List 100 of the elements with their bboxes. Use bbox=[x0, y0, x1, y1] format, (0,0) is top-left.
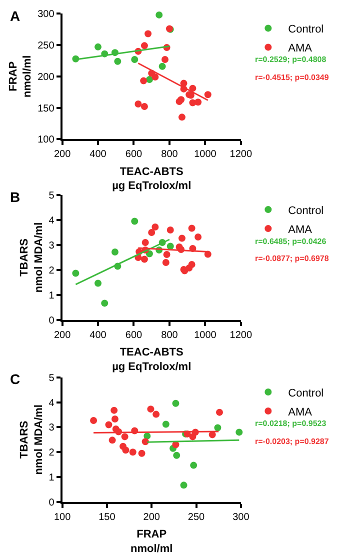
legend-label: Control bbox=[288, 204, 324, 217]
point bbox=[110, 406, 118, 414]
point bbox=[94, 280, 102, 287]
point bbox=[144, 30, 152, 38]
point bbox=[236, 428, 243, 436]
chart-title: C bbox=[10, 371, 20, 387]
x-tick-label: 250 bbox=[188, 512, 206, 523]
point bbox=[188, 260, 196, 268]
point bbox=[216, 408, 223, 416]
point bbox=[162, 420, 170, 428]
point bbox=[134, 100, 142, 108]
point bbox=[111, 248, 118, 256]
legend-label: AMA bbox=[288, 406, 313, 418]
y-axis-title: TBARS nmol MDA/ml bbox=[18, 222, 45, 293]
point bbox=[111, 416, 118, 423]
chart-title: B bbox=[10, 189, 20, 205]
y-tick-label: 3 bbox=[48, 240, 55, 252]
text: r=-0.4515; p=0.0349 bbox=[255, 73, 330, 82]
point bbox=[105, 421, 112, 428]
y-tick-label: 5 bbox=[48, 373, 55, 384]
point bbox=[204, 91, 212, 98]
y-tick-label: 0 bbox=[48, 315, 55, 326]
text: r=0.2529; p=0.4808 bbox=[255, 55, 327, 64]
legend-label: Control bbox=[288, 23, 324, 36]
y-tick-label: 200 bbox=[38, 72, 55, 83]
point bbox=[189, 84, 196, 92]
point bbox=[214, 424, 222, 432]
point bbox=[101, 300, 108, 307]
point bbox=[158, 62, 166, 70]
y-tick-label: 1 bbox=[48, 290, 55, 302]
x-tick-label: 1000 bbox=[194, 330, 217, 341]
x-tick-label: 200 bbox=[143, 512, 160, 523]
x-tick-label: 1200 bbox=[230, 330, 252, 341]
point bbox=[131, 56, 138, 63]
x-tick-label: 800 bbox=[161, 149, 178, 160]
point bbox=[152, 410, 160, 418]
point bbox=[147, 406, 154, 413]
x-tick-label: 800 bbox=[161, 330, 178, 341]
point bbox=[162, 258, 170, 266]
point bbox=[180, 482, 188, 489]
point bbox=[162, 56, 169, 63]
point bbox=[140, 77, 148, 84]
point bbox=[152, 224, 159, 231]
point bbox=[163, 251, 170, 258]
point bbox=[114, 58, 122, 65]
point bbox=[194, 98, 202, 106]
point bbox=[138, 450, 146, 457]
point bbox=[94, 43, 102, 50]
point bbox=[90, 417, 98, 424]
point bbox=[140, 256, 148, 263]
x-tick-label: 400 bbox=[90, 330, 107, 341]
y-tick-label: 100 bbox=[38, 134, 55, 146]
point bbox=[108, 436, 116, 444]
x-tick-label: 1200 bbox=[230, 149, 252, 160]
point bbox=[190, 462, 198, 469]
y-tick-label: 4 bbox=[48, 216, 55, 227]
x-tick-label: 1000 bbox=[194, 149, 217, 160]
y-tick-label: 150 bbox=[38, 103, 55, 114]
y-tick-label: 0 bbox=[48, 497, 55, 508]
point bbox=[131, 218, 138, 225]
x-tick-label: 150 bbox=[98, 512, 116, 523]
legend-label: AMA bbox=[288, 42, 313, 54]
chart-title: A bbox=[10, 8, 20, 24]
x-tick-label: 400 bbox=[90, 149, 107, 160]
legend-label: AMA bbox=[288, 224, 313, 236]
point bbox=[122, 446, 130, 454]
point bbox=[152, 74, 159, 81]
legend-label: Control bbox=[288, 387, 324, 400]
x-axis-title: TEAC-ABTS µg EqTrolox/ml bbox=[112, 346, 192, 373]
point bbox=[142, 438, 149, 446]
point bbox=[178, 234, 186, 242]
text: r=-0.0203; p=0.9287 bbox=[255, 437, 330, 446]
y-tick-label: 2 bbox=[48, 265, 55, 276]
text: r=0.6485; p=0.0426 bbox=[255, 237, 327, 246]
y-tick-label: 250 bbox=[38, 40, 55, 52]
point bbox=[72, 270, 80, 277]
point bbox=[121, 433, 128, 440]
y-axis-title: TBARS nmol MDA/ml bbox=[18, 404, 45, 475]
point bbox=[148, 229, 156, 236]
y-tick-label: 2 bbox=[48, 448, 55, 459]
y-tick-label: 3 bbox=[48, 422, 55, 434]
y-tick-label: 1 bbox=[48, 472, 55, 484]
point bbox=[188, 224, 196, 232]
x-axis-title: TEAC-ABTS µg EqTrolox/ml bbox=[112, 166, 192, 192]
point bbox=[140, 103, 148, 110]
point bbox=[166, 242, 174, 250]
y-tick-label: 5 bbox=[48, 190, 55, 202]
point bbox=[142, 239, 149, 246]
x-axis-title: FRAP nmol/ml bbox=[130, 528, 173, 555]
point bbox=[156, 11, 163, 18]
point bbox=[166, 226, 174, 234]
text: r=0.0218; p=0.9523 bbox=[255, 419, 327, 428]
x-tick-label: 600 bbox=[125, 149, 143, 160]
point bbox=[140, 42, 148, 50]
y-tick-label: 300 bbox=[38, 9, 55, 20]
text: r=-0.0877; p=0.6978 bbox=[255, 254, 330, 263]
x-tick-label: 300 bbox=[232, 512, 250, 523]
point bbox=[178, 114, 186, 121]
x-tick-label: 600 bbox=[125, 330, 143, 341]
point bbox=[129, 448, 136, 456]
